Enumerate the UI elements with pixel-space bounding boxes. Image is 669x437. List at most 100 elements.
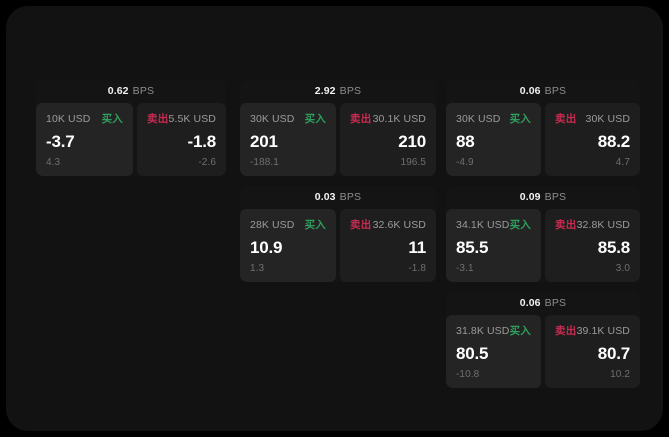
sell-delta: 196.5: [400, 157, 426, 168]
bps-unit: BPS: [544, 85, 567, 98]
sell-price: 11: [408, 237, 426, 257]
buy-quantity: 34.1K USD: [456, 218, 510, 231]
sell-tag: 卖出: [147, 113, 169, 125]
buy-header-row: 31.8K USD 买入: [456, 324, 531, 338]
sell-quantity: 5.5K USD: [168, 112, 216, 125]
buy-panel[interactable]: 10K USD 买入 -3.7 4.3: [36, 103, 133, 176]
sell-tag: 卖出: [350, 219, 372, 231]
buy-quantity: 30K USD: [250, 112, 295, 125]
bps-value: 0.09: [519, 191, 541, 204]
buy-delta: -3.1: [456, 263, 474, 274]
quote-card[interactable]: 0.06 BPS 31.8K USD 买入 80.5 -10.8 卖出 39.1…: [446, 292, 640, 388]
sell-panel[interactable]: 卖出 39.1K USD 80.7 10.2: [545, 315, 640, 388]
card-header: 0.62 BPS: [36, 80, 226, 103]
card-body: 30K USD 买入 201 -188.1 卖出 30.1K USD 210 1…: [240, 103, 436, 176]
sell-delta: -1.8: [408, 263, 426, 274]
buy-price: 10.9: [250, 237, 283, 257]
buy-panel[interactable]: 31.8K USD 买入 80.5 -10.8: [446, 315, 541, 388]
card-header: 0.09 BPS: [446, 186, 640, 209]
bps-unit: BPS: [339, 191, 362, 204]
buy-price: 88: [456, 131, 475, 151]
card-header: 2.92 BPS: [240, 80, 436, 103]
card-body: 31.8K USD 买入 80.5 -10.8 卖出 39.1K USD 80.…: [446, 315, 640, 388]
bps-value: 0.03: [314, 191, 336, 204]
sell-quantity: 30.1K USD: [372, 112, 426, 125]
sell-header-row: 卖出 30.1K USD: [350, 112, 426, 126]
quote-card[interactable]: 0.62 BPS 10K USD 买入 -3.7 4.3 卖出 5.5K USD…: [36, 80, 226, 176]
sell-header-row: 卖出 39.1K USD: [555, 324, 630, 338]
bps-value: 0.62: [107, 85, 129, 98]
buy-tag: 买入: [101, 113, 123, 125]
card-body: 28K USD 买入 10.9 1.3 卖出 32.6K USD 11 -1.8: [240, 209, 436, 282]
quote-card[interactable]: 0.09 BPS 34.1K USD 买入 85.5 -3.1 卖出 32.8K…: [446, 186, 640, 282]
bps-unit: BPS: [544, 297, 567, 310]
sell-price: 85.8: [597, 237, 630, 257]
buy-tag: 买入: [509, 219, 531, 231]
sell-price: 210: [398, 131, 426, 151]
buy-tag: 买入: [509, 113, 531, 125]
sell-delta: 4.7: [615, 157, 630, 168]
sell-header-row: 卖出 30K USD: [555, 112, 630, 126]
quote-card[interactable]: 2.92 BPS 30K USD 买入 201 -188.1 卖出 30.1K …: [240, 80, 436, 176]
buy-panel[interactable]: 28K USD 买入 10.9 1.3: [240, 209, 336, 282]
bps-value: 0.06: [519, 297, 541, 310]
card-body: 34.1K USD 买入 85.5 -3.1 卖出 32.8K USD 85.8…: [446, 209, 640, 282]
buy-delta: -10.8: [456, 369, 480, 380]
sell-price: 88.2: [597, 131, 630, 151]
buy-price: 85.5: [456, 237, 489, 257]
bps-unit: BPS: [544, 191, 567, 204]
buy-delta: -188.1: [250, 157, 279, 168]
card-body: 10K USD 买入 -3.7 4.3 卖出 5.5K USD -1.8 -2.…: [36, 103, 226, 176]
sell-panel[interactable]: 卖出 32.6K USD 11 -1.8: [340, 209, 436, 282]
card-body: 30K USD 买入 88 -4.9 卖出 30K USD 88.2 4.7: [446, 103, 640, 176]
sell-panel[interactable]: 卖出 5.5K USD -1.8 -2.6: [137, 103, 226, 176]
bps-unit: BPS: [132, 85, 155, 98]
buy-delta: 1.3: [250, 263, 265, 274]
buy-quantity: 31.8K USD: [456, 324, 510, 337]
sell-quantity: 32.6K USD: [372, 218, 426, 231]
buy-header-row: 30K USD 买入: [456, 112, 531, 126]
bps-value: 2.92: [314, 85, 336, 98]
sell-panel[interactable]: 卖出 32.8K USD 85.8 3.0: [545, 209, 640, 282]
sell-panel[interactable]: 卖出 30K USD 88.2 4.7: [545, 103, 640, 176]
bps-unit: BPS: [339, 85, 362, 98]
sell-panel[interactable]: 卖出 30.1K USD 210 196.5: [340, 103, 436, 176]
sell-quantity: 30K USD: [585, 112, 630, 125]
buy-price: -3.7: [46, 131, 75, 151]
card-header: 0.03 BPS: [240, 186, 436, 209]
sell-tag: 卖出: [350, 113, 372, 125]
app-surface: 0.62 BPS 10K USD 买入 -3.7 4.3 卖出 5.5K USD…: [6, 6, 663, 431]
quote-card[interactable]: 0.03 BPS 28K USD 买入 10.9 1.3 卖出 32.6K US…: [240, 186, 436, 282]
card-header: 0.06 BPS: [446, 292, 640, 315]
sell-price: 80.7: [597, 343, 630, 363]
buy-panel[interactable]: 34.1K USD 买入 85.5 -3.1: [446, 209, 541, 282]
buy-header-row: 30K USD 买入: [250, 112, 326, 126]
buy-panel[interactable]: 30K USD 买入 88 -4.9: [446, 103, 541, 176]
bps-value: 0.06: [519, 85, 541, 98]
buy-header-row: 28K USD 买入: [250, 218, 326, 232]
sell-delta: -2.6: [198, 157, 216, 168]
sell-delta: 3.0: [615, 263, 630, 274]
buy-price: 80.5: [456, 343, 489, 363]
buy-tag: 买入: [304, 113, 326, 125]
sell-header-row: 卖出 5.5K USD: [147, 112, 216, 126]
quote-card[interactable]: 0.06 BPS 30K USD 买入 88 -4.9 卖出 30K USD 8…: [446, 80, 640, 176]
buy-price: 201: [250, 131, 278, 151]
sell-header-row: 卖出 32.8K USD: [555, 218, 630, 232]
buy-quantity: 30K USD: [456, 112, 501, 125]
buy-tag: 买入: [304, 219, 326, 231]
sell-tag: 卖出: [555, 113, 577, 125]
buy-quantity: 28K USD: [250, 218, 295, 231]
buy-header-row: 34.1K USD 买入: [456, 218, 531, 232]
sell-tag: 卖出: [555, 219, 577, 231]
buy-panel[interactable]: 30K USD 买入 201 -188.1: [240, 103, 336, 176]
buy-delta: -4.9: [456, 157, 474, 168]
sell-quantity: 39.1K USD: [576, 324, 630, 337]
buy-header-row: 10K USD 买入: [46, 112, 123, 126]
sell-quantity: 32.8K USD: [576, 218, 630, 231]
sell-delta: 10.2: [610, 369, 630, 380]
buy-delta: 4.3: [46, 157, 61, 168]
sell-tag: 卖出: [555, 325, 577, 337]
sell-price: -1.8: [187, 131, 217, 151]
buy-quantity: 10K USD: [46, 112, 91, 125]
